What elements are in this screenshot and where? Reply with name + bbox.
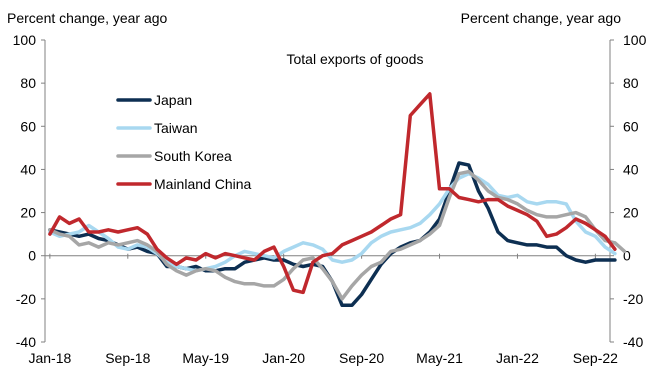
x-ticks: Jan-18 Sep-18 May-19 Jan-20 Sep-20 May-21 Jan-… (28, 253, 618, 366)
y-tick-label-left: 100 (13, 32, 37, 48)
y-tick-label-left: 0 (28, 248, 36, 264)
y-tick-label-right: 40 (623, 161, 639, 177)
y-tick-label-right: -40 (623, 334, 643, 350)
y-tick-label-left: 80 (20, 75, 36, 91)
left-y-ticks: -40 -20 0 20 40 60 80 100 (13, 32, 45, 350)
axes (44, 40, 611, 342)
x-tick-label: Jan-20 (262, 350, 305, 366)
x-tick-label: Sep-22 (573, 350, 618, 366)
series-lines (48, 92, 627, 308)
x-tick-label: Jan-22 (496, 350, 539, 366)
series-line-south-korea (48, 169, 627, 301)
right-y-ticks: -40 -20 0 20 40 60 80 100 (610, 32, 647, 350)
y-tick-label-left: 40 (20, 161, 36, 177)
y-axis-title-left: Percent change, year ago (7, 10, 168, 26)
y-tick-label-left: -20 (16, 291, 36, 307)
x-tick-label: Jan-18 (28, 350, 71, 366)
x-tick-label: May-19 (182, 350, 229, 366)
x-tick-label: Sep-18 (105, 350, 150, 366)
y-tick-label-right: 60 (623, 118, 639, 134)
y-tick-label-left: -40 (16, 334, 36, 350)
legend: Japan Taiwan South Korea Mainland China (116, 92, 251, 192)
legend-label: Taiwan (154, 120, 198, 136)
y-tick-label-right: 100 (623, 32, 647, 48)
x-tick-label: May-21 (416, 350, 463, 366)
y-tick-label-right: 20 (623, 205, 639, 221)
legend-label: Japan (154, 92, 192, 108)
y-tick-label-right: 0 (623, 248, 631, 264)
chart-title: Total exports of goods (287, 51, 424, 67)
y-tick-label-right: -20 (623, 291, 643, 307)
y-tick-label-left: 20 (20, 205, 36, 221)
series-line-taiwan (48, 171, 617, 273)
y-axis-title-right: Percent change, year ago (461, 10, 622, 26)
legend-label: Mainland China (154, 176, 251, 192)
y-tick-label-right: 80 (623, 75, 639, 91)
y-tick-label-left: 60 (20, 118, 36, 134)
series-line-mainland-china (48, 92, 617, 295)
x-tick-label: Sep-20 (339, 350, 384, 366)
legend-label: South Korea (154, 148, 232, 164)
